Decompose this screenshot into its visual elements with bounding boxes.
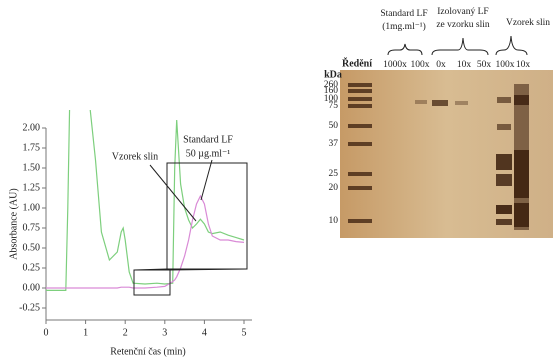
- marker-band: [348, 124, 372, 128]
- gel-row-label: Ředění: [342, 57, 372, 69]
- x-tick-label: 3: [162, 327, 167, 338]
- gel-group-label: Izolovaný LF: [437, 7, 488, 17]
- gel-lane-label: 10x: [516, 60, 531, 70]
- gel-marker-label: 20: [329, 183, 339, 193]
- band: [496, 154, 512, 170]
- gel-lane-label: 100x: [411, 60, 430, 70]
- x-tick-label: 4: [202, 327, 207, 338]
- gel-axis-label: kDa: [324, 69, 342, 80]
- x-tick-label: 0: [44, 327, 49, 338]
- gel-marker-label: 75: [329, 101, 339, 111]
- band: [514, 150, 529, 198]
- y-tick-label: 1.25: [23, 182, 41, 193]
- band: [497, 124, 511, 130]
- marker-band: [348, 104, 372, 108]
- gel-lane-label: 100x: [496, 60, 515, 70]
- gel-lane-label: 1000x: [383, 60, 407, 70]
- y-tick-label: 0.75: [23, 222, 41, 233]
- data-line: [46, 196, 244, 288]
- y-tick-label: 0.00: [23, 282, 41, 293]
- band: [496, 219, 512, 225]
- gel-marker-label: 10: [329, 216, 339, 226]
- annotation: Standard LF: [183, 134, 233, 145]
- y-tick-label: -0.25: [19, 302, 40, 313]
- arrow: [201, 160, 212, 200]
- arrow: [150, 165, 196, 221]
- marker-band: [348, 186, 372, 190]
- y-tick-label: 2.00: [23, 122, 41, 133]
- y-axis-label: Absorbance (AU): [8, 188, 19, 259]
- x-axis-label: Retenční čas (min): [110, 346, 186, 357]
- x-tick-label: 5: [242, 327, 247, 338]
- marker-band: [348, 89, 372, 93]
- brace: [432, 38, 488, 55]
- marker-band: [348, 97, 372, 101]
- y-tick-label: 1.00: [23, 202, 41, 213]
- figure: Retenční čas (min) Absorbance (AU) Vzore…: [0, 0, 555, 358]
- y-tick-label: 0.25: [23, 262, 41, 273]
- band: [455, 101, 468, 105]
- y-tick-label: 0.50: [23, 242, 41, 253]
- y-tick-label: 1.75: [23, 142, 41, 153]
- gel-lane-label: 50x: [477, 60, 492, 70]
- x-tick-label: 1: [83, 327, 88, 338]
- band: [496, 205, 512, 214]
- data-line: [46, 80, 244, 290]
- band: [514, 203, 529, 227]
- band: [415, 100, 427, 104]
- brace: [496, 36, 527, 55]
- y-tick-label: 1.50: [23, 162, 41, 173]
- x-tick-label: 2: [123, 327, 128, 338]
- marker-band: [348, 142, 372, 146]
- gel-marker-label: 50: [329, 121, 339, 131]
- marker-band: [348, 172, 372, 176]
- band: [496, 174, 512, 186]
- brace: [388, 44, 422, 55]
- annotation: Vzorek slin: [112, 151, 158, 162]
- band: [497, 97, 511, 103]
- marker-band: [348, 219, 372, 223]
- gel-group-label: Standard LF: [380, 9, 427, 19]
- band: [432, 100, 448, 106]
- gel-lane-label: 10x: [457, 60, 472, 70]
- gel-group-label: (1mg.ml⁻¹): [382, 21, 425, 32]
- gel-group-label: Vzorek slin: [506, 18, 550, 28]
- gel-group-label: ze vzorku slin: [436, 20, 490, 30]
- zoom-box: [134, 270, 170, 295]
- gel-lane-label: 0x: [436, 60, 446, 70]
- gel-marker-label: 37: [329, 139, 339, 149]
- annotation: 50 µg.ml⁻¹: [186, 148, 231, 159]
- band: [514, 95, 529, 105]
- gel-marker-label: 25: [329, 169, 339, 179]
- marker-band: [348, 83, 372, 87]
